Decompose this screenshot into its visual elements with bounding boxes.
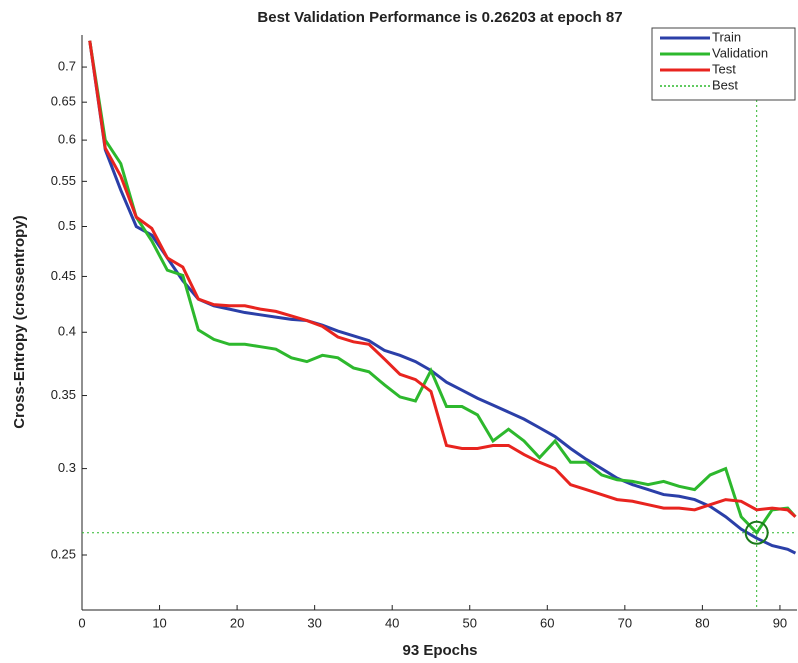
y-tick-label: 0.35 — [51, 387, 76, 402]
x-tick-label: 20 — [230, 615, 244, 630]
x-tick-label: 60 — [540, 615, 554, 630]
x-tick-label: 50 — [463, 615, 477, 630]
legend-label: Best — [712, 77, 738, 92]
plot-area — [82, 35, 797, 610]
y-tick-label: 0.6 — [58, 132, 76, 147]
y-tick-label: 0.55 — [51, 173, 76, 188]
y-tick-label: 0.65 — [51, 94, 76, 109]
x-axis-label: 93 Epochs — [402, 642, 477, 659]
y-tick-label: 0.7 — [58, 59, 76, 74]
y-tick-label: 0.45 — [51, 268, 76, 283]
x-tick-label: 0 — [78, 615, 85, 630]
legend-box — [651, 27, 796, 101]
y-tick-label: 0.5 — [58, 218, 76, 233]
x-tick-label: 90 — [773, 615, 787, 630]
legend-label: Validation — [712, 45, 768, 60]
x-tick-label: 30 — [307, 615, 321, 630]
best-marker — [744, 520, 769, 545]
series-line — [88, 40, 797, 518]
y-tick-label: 0.3 — [58, 460, 76, 475]
y-tick-label: 0.4 — [58, 324, 76, 339]
legend-label: Train — [712, 29, 741, 44]
y-tick-label: 0.25 — [51, 546, 76, 561]
legend-label: Test — [712, 61, 736, 76]
y-axis-label: Cross-Entropy (crossentropy) — [11, 215, 28, 428]
series-line — [88, 40, 797, 536]
chart-title: Best Validation Performance is 0.26203 a… — [257, 9, 622, 26]
x-tick-label: 80 — [695, 615, 709, 630]
x-tick-label: 40 — [385, 615, 399, 630]
x-tick-label: 10 — [152, 615, 166, 630]
x-tick-label: 70 — [618, 615, 632, 630]
